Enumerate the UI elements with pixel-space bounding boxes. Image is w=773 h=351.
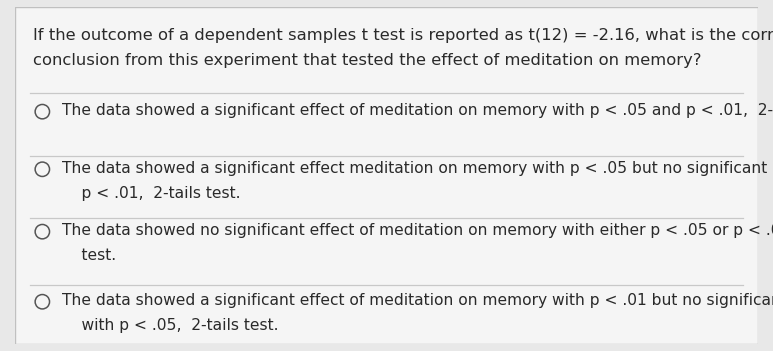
Text: The data showed a significant effect of meditation on memory with p < .05 and p : The data showed a significant effect of … [62,103,773,118]
Text: with p < .05,  2-tails test.: with p < .05, 2-tails test. [62,318,278,333]
Text: The data showed no significant effect of meditation on memory with either p < .0: The data showed no significant effect of… [62,223,773,238]
FancyBboxPatch shape [15,7,758,344]
Text: If the outcome of a dependent samples t test is reported as t(12) = -2.16, what : If the outcome of a dependent samples t … [32,28,773,43]
Text: The data showed a significant effect of meditation on memory with p < .01 but no: The data showed a significant effect of … [62,293,773,308]
Text: conclusion from this experiment that tested the effect of meditation on memory?: conclusion from this experiment that tes… [32,53,701,68]
Text: p < .01,  2-tails test.: p < .01, 2-tails test. [62,186,240,200]
Text: test.: test. [62,248,116,263]
Text: The data showed a significant effect meditation on memory with p < .05 but no si: The data showed a significant effect med… [62,161,773,176]
